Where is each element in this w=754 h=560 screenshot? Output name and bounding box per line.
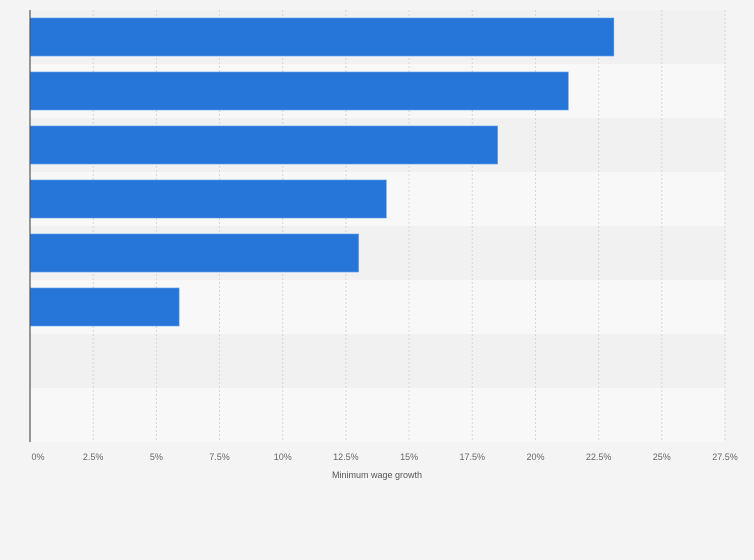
x-tick-label: 22.5% xyxy=(586,452,612,462)
x-tick-label: 17.5% xyxy=(460,452,486,462)
x-tick-label: 2.5% xyxy=(83,452,104,462)
bar[interactable] xyxy=(29,17,615,57)
row-band xyxy=(30,388,725,442)
x-tick-label: 0% xyxy=(31,452,44,462)
bar[interactable] xyxy=(29,233,359,273)
x-tick-label: 15% xyxy=(400,452,418,462)
x-axis-label: Minimum wage growth xyxy=(332,470,422,480)
bar[interactable] xyxy=(29,125,498,165)
row-band xyxy=(30,334,725,388)
x-tick-label: 12.5% xyxy=(333,452,359,462)
x-tick-label: 25% xyxy=(653,452,671,462)
x-tick-label: 10% xyxy=(274,452,292,462)
bar[interactable] xyxy=(29,71,569,111)
x-tick-label: 5% xyxy=(150,452,163,462)
x-tick-label: 27.5% xyxy=(712,452,738,462)
bar[interactable] xyxy=(29,179,387,219)
bar[interactable] xyxy=(29,287,180,327)
x-tick-label: 7.5% xyxy=(209,452,230,462)
x-tick-label: 20% xyxy=(526,452,544,462)
